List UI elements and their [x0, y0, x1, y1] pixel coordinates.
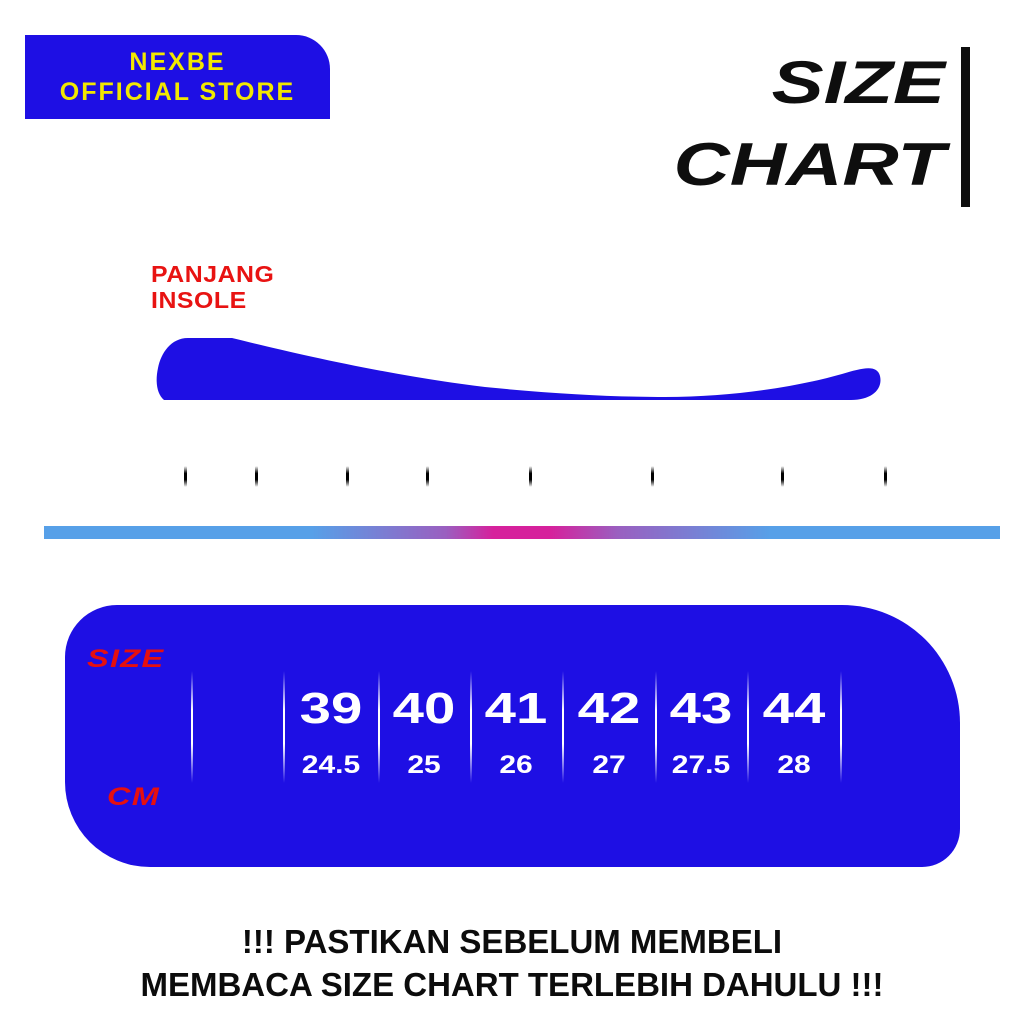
- size-value: 40: [392, 684, 456, 733]
- size-row-label: SIZE: [87, 645, 165, 673]
- ruler-tick: [529, 466, 532, 487]
- cm-value: 27: [592, 751, 626, 779]
- ruler-tick: [884, 466, 887, 487]
- insole-length-label: PANJANG INSOLE: [151, 261, 274, 313]
- store-badge-line1: NEXBE: [129, 48, 226, 76]
- cm-value: 24.5: [301, 751, 361, 779]
- ruler-tick: [184, 466, 187, 487]
- size-column: 42 27: [564, 687, 654, 778]
- column-divider: [747, 671, 749, 783]
- page-title: SIZE CHART: [420, 42, 945, 206]
- footer-warning: !!! PASTIKAN SEBELUM MEMBELI MEMBACA SIZ…: [0, 920, 1024, 1006]
- footer-warning-line1: !!! PASTIKAN SEBELUM MEMBELI: [241, 923, 783, 960]
- column-divider: [191, 671, 193, 783]
- ruler-tick: [346, 466, 349, 487]
- insole-length-label-line1: PANJANG: [151, 261, 275, 287]
- insole-length-label-line2: INSOLE: [151, 287, 247, 313]
- column-divider: [283, 671, 285, 783]
- title-line-2: CHART: [673, 131, 945, 198]
- size-value: 39: [299, 684, 363, 733]
- size-table-panel: SIZE CM 39 24.5 40 25 41 26 42 27 43 27.…: [65, 605, 960, 867]
- column-divider: [840, 671, 842, 783]
- store-badge-line2: OFFICIAL STORE: [59, 78, 296, 106]
- ruler-tick: [781, 466, 784, 487]
- gradient-divider-bar: [44, 526, 1000, 539]
- cm-value: 25: [407, 751, 441, 779]
- size-column: 41 26: [471, 687, 561, 778]
- ruler-tick: [426, 466, 429, 487]
- insole-profile-shape: [156, 338, 881, 400]
- column-divider: [562, 671, 564, 783]
- ruler-tick: [255, 466, 258, 487]
- title-line-1: SIZE: [771, 49, 945, 116]
- size-value: 41: [484, 684, 548, 733]
- footer-warning-line2: MEMBACA SIZE CHART TERLEBIH DAHULU !!!: [140, 966, 884, 1003]
- size-column: 39 24.5: [286, 687, 376, 778]
- size-column: 43 27.5: [656, 687, 746, 778]
- column-divider: [655, 671, 657, 783]
- size-column: 40 25: [379, 687, 469, 778]
- column-divider: [470, 671, 472, 783]
- store-badge: NEXBE OFFICIAL STORE: [25, 35, 330, 119]
- ruler-tick: [651, 466, 654, 487]
- cm-value: 28: [777, 751, 811, 779]
- cm-value: 26: [499, 751, 533, 779]
- size-value: 43: [669, 684, 733, 733]
- size-column: 44 28: [749, 687, 839, 778]
- size-value: 44: [762, 684, 826, 733]
- cm-row-label: CM: [107, 783, 161, 811]
- cm-value: 27.5: [671, 751, 731, 779]
- size-value: 42: [577, 684, 641, 733]
- title-accent-bar: [961, 47, 970, 207]
- column-divider: [378, 671, 380, 783]
